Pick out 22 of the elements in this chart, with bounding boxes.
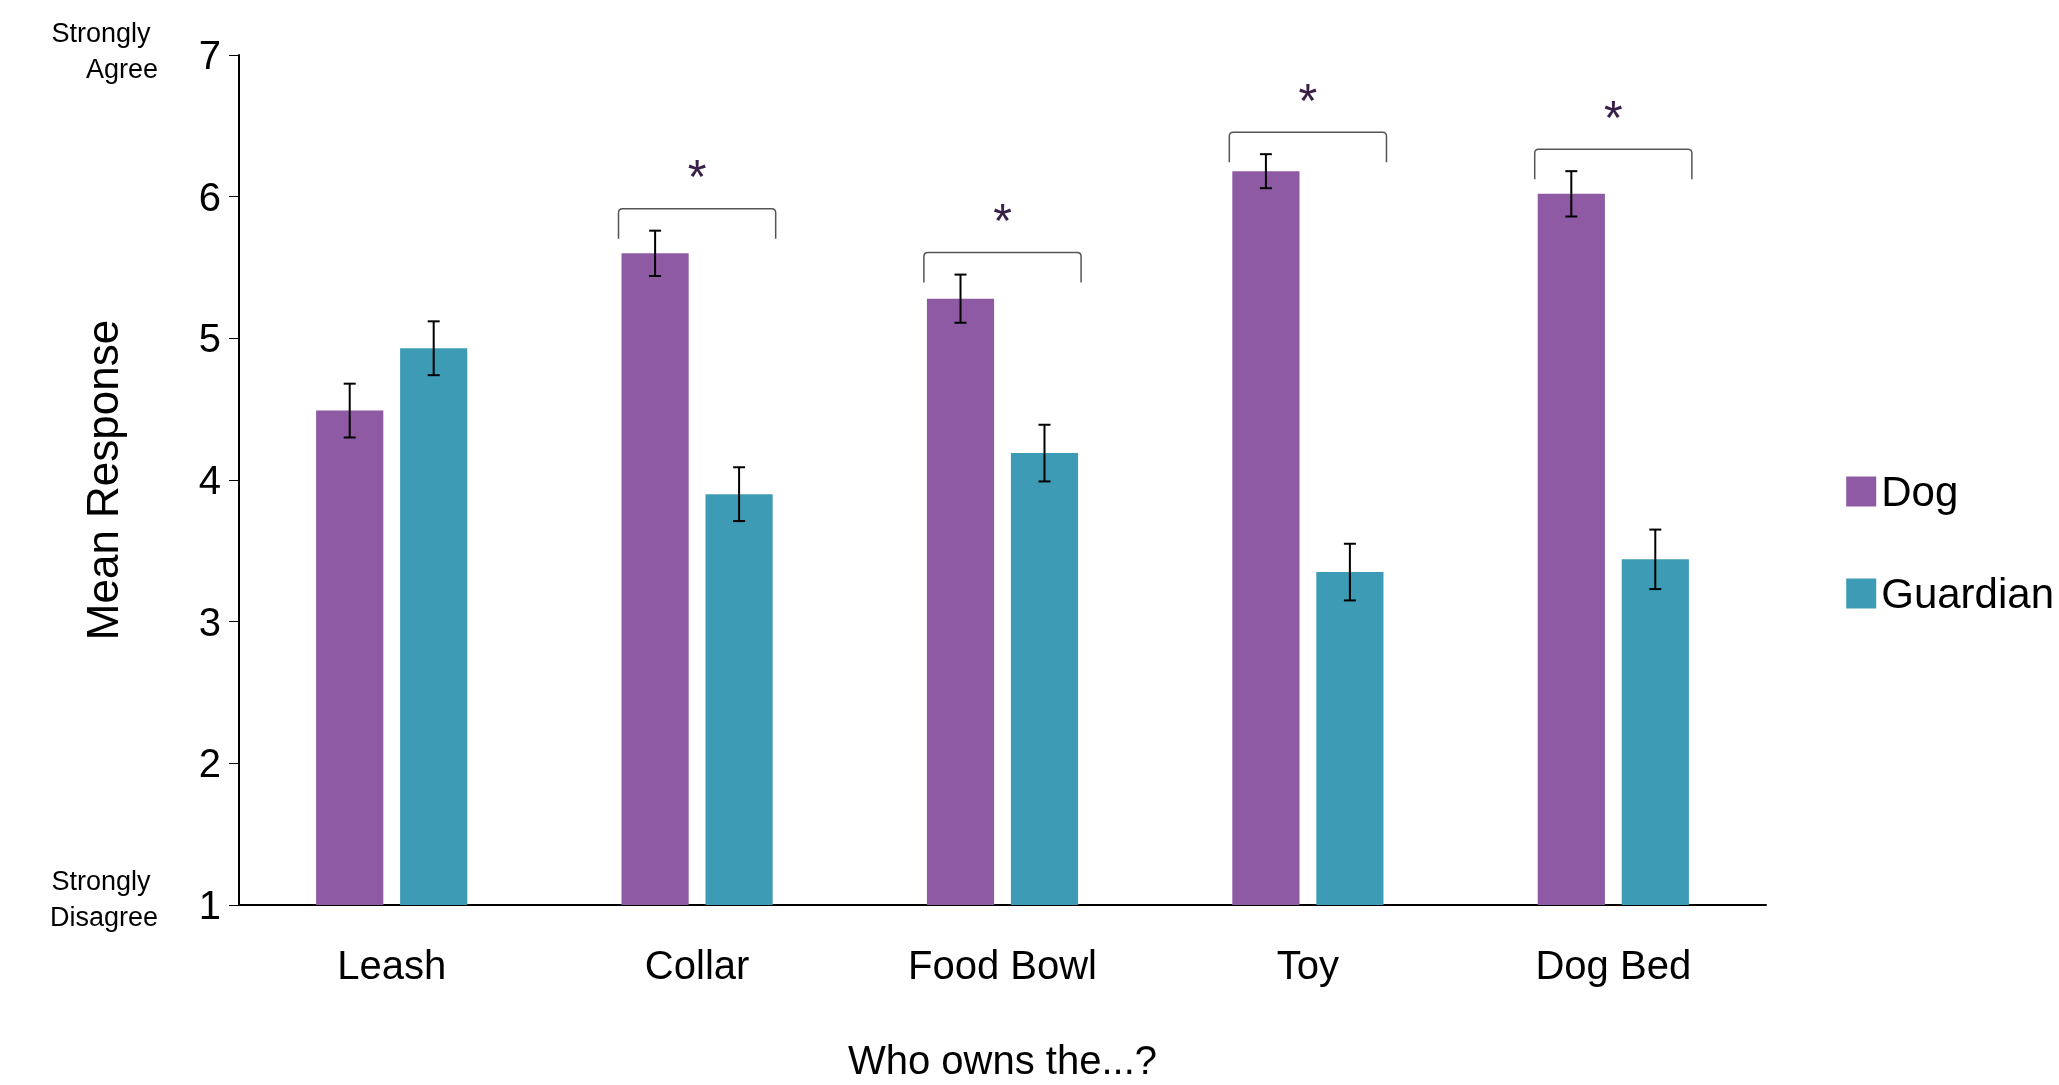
y-tick-label: 1 [198,883,221,927]
y-tick-label: 2 [198,741,221,786]
y-tick-label: 6 [198,174,221,219]
x-tick-label: Collar [644,943,750,987]
y-tick-label: 4 [198,458,221,502]
y-axis-title: Mean Response [77,319,127,641]
annotation: * [993,194,1012,248]
x-axis-title: Who owns the...? [847,1038,1158,1082]
x-tick-label: Dog Bed [1535,943,1692,987]
text: Strongly Agree [51,18,158,84]
y-tick-label: 3 [198,599,221,644]
legend-label: Dog [1881,468,1959,515]
x-tick-label: Leash [337,943,447,987]
annotation: * [1298,73,1318,127]
annotation: * [1603,90,1623,144]
y-tick-label: 5 [198,316,221,361]
y-tick-label: 7 [198,33,221,77]
text: Strongly Disagree [49,866,158,932]
x-tick-label: Food Bowl [908,943,1097,987]
legend-label: Guardian [1881,570,2054,617]
x-tick-label: Toy [1276,943,1340,987]
annotation: * [687,150,707,204]
